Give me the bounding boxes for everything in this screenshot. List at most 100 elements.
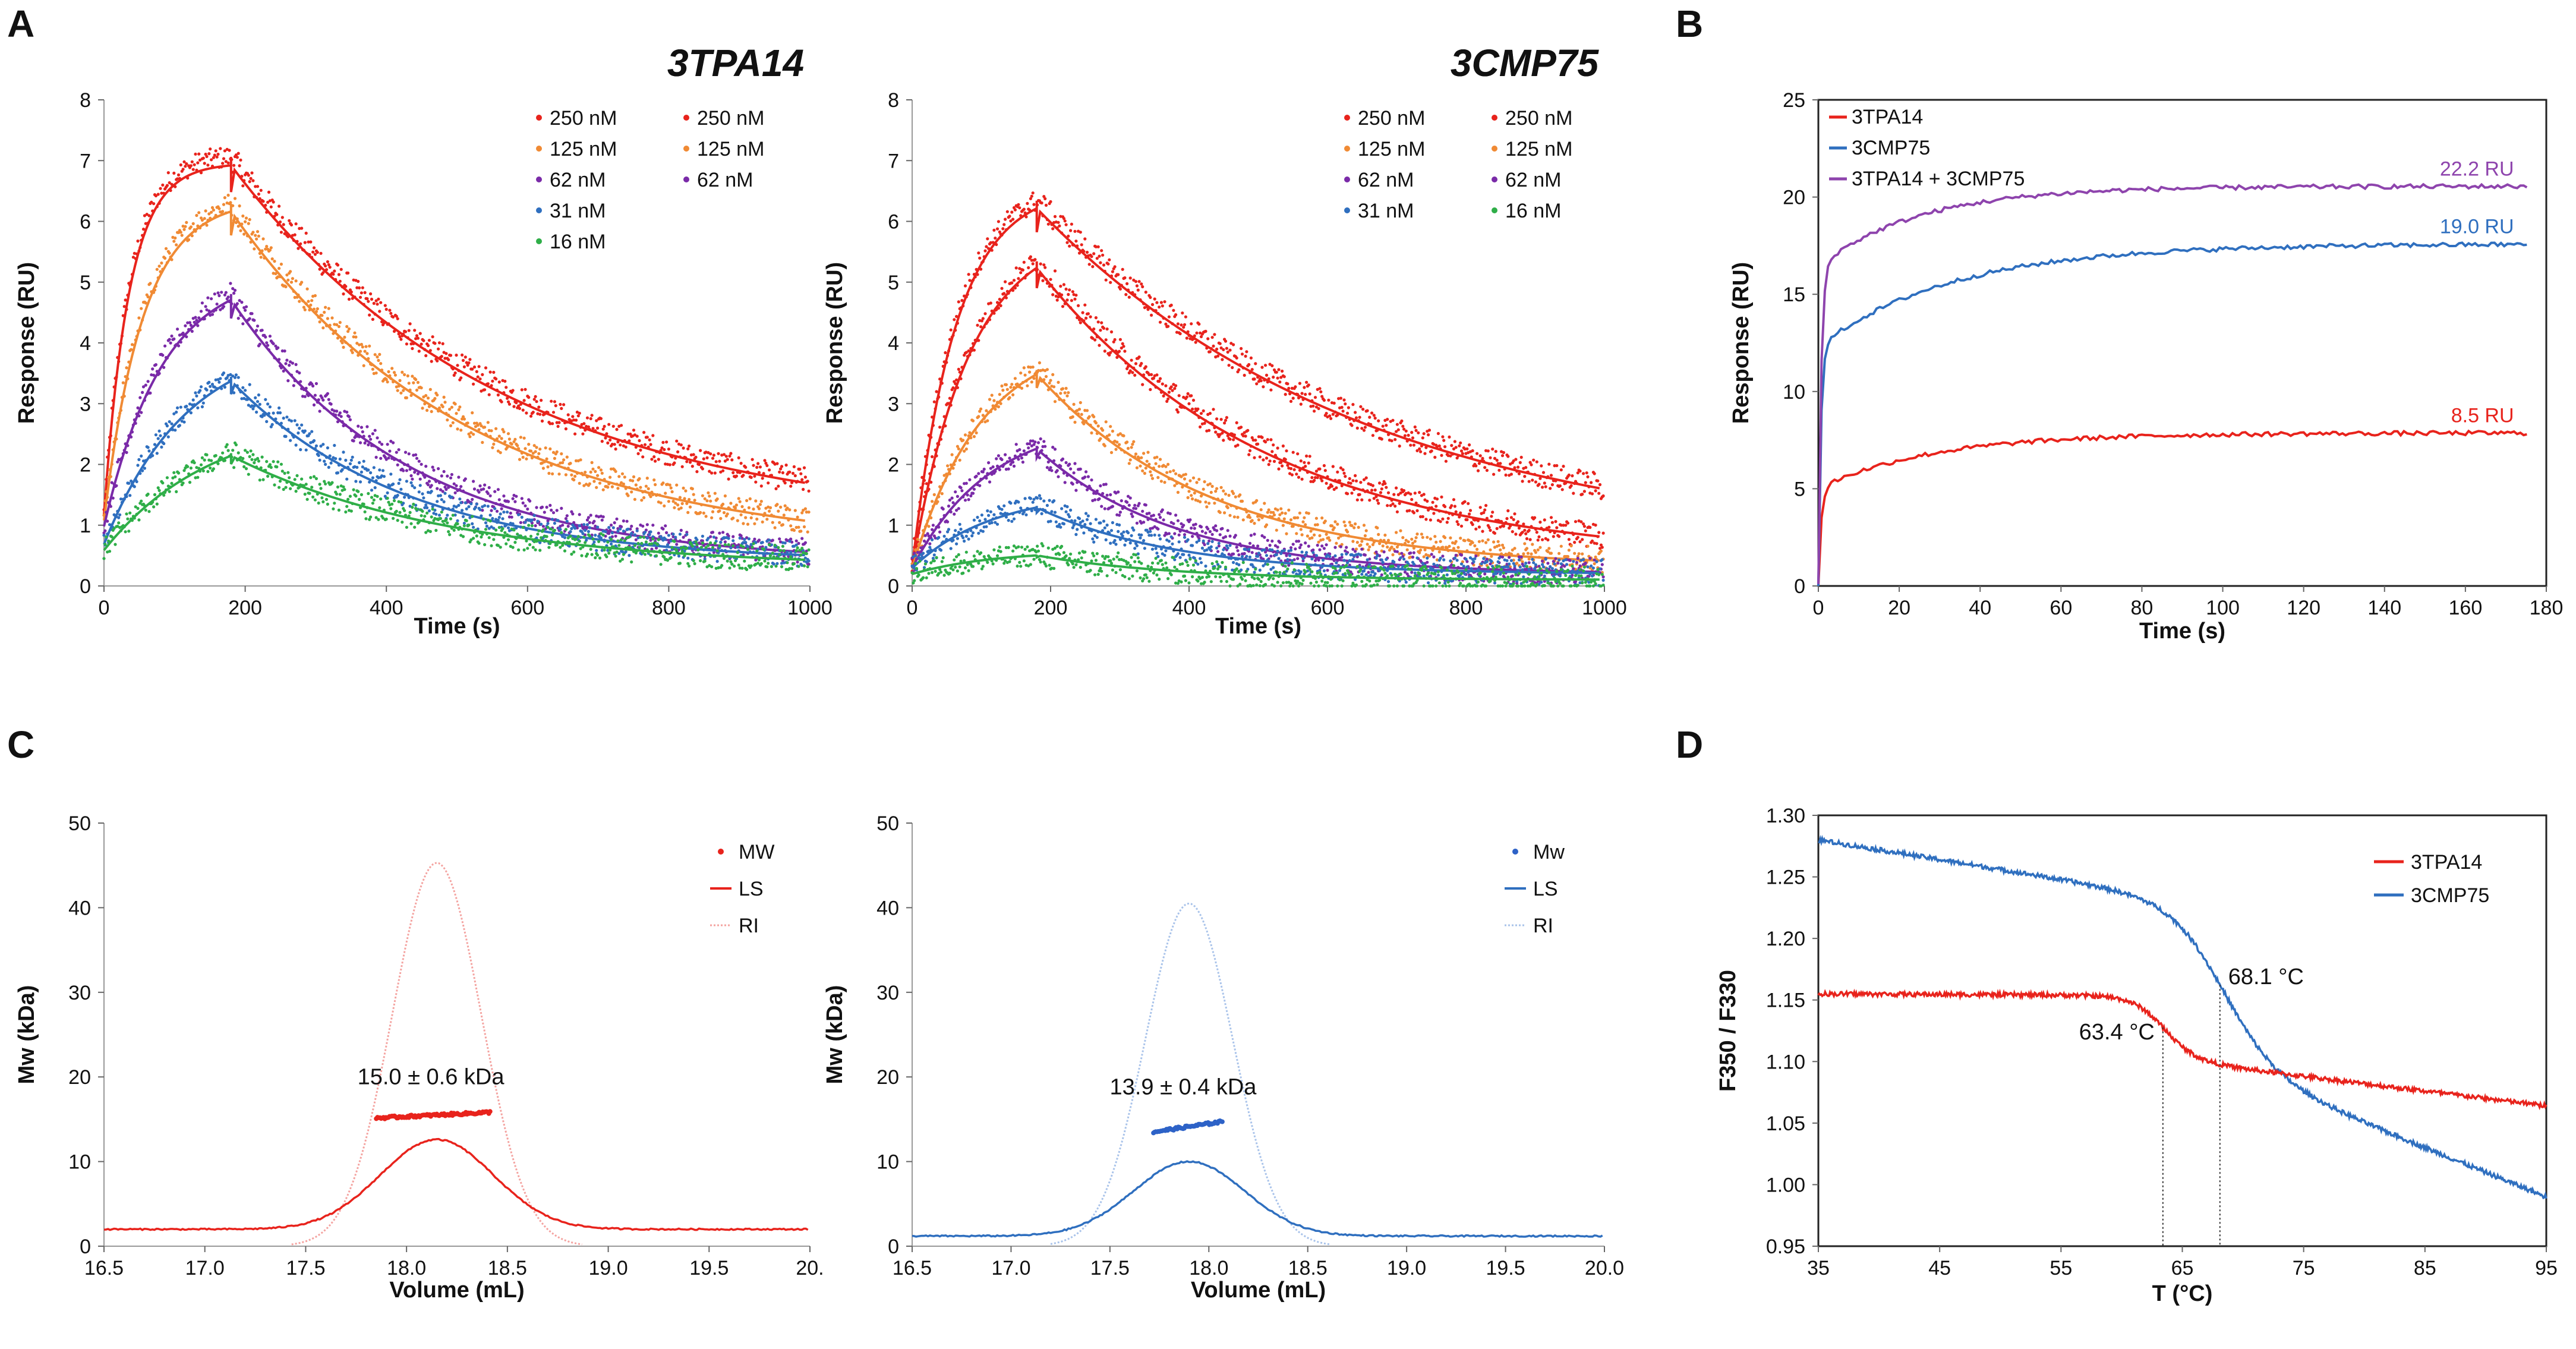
data-point bbox=[126, 517, 130, 521]
data-point bbox=[466, 421, 469, 425]
data-point bbox=[446, 521, 449, 525]
data-point bbox=[138, 396, 142, 399]
data-point bbox=[727, 543, 730, 547]
data-point bbox=[738, 536, 742, 540]
data-point bbox=[958, 458, 961, 462]
data-point bbox=[418, 477, 422, 481]
data-point bbox=[704, 515, 708, 518]
data-point bbox=[480, 424, 483, 428]
data-point bbox=[122, 305, 126, 308]
data-point bbox=[664, 524, 667, 528]
data-point bbox=[152, 373, 156, 377]
data-point bbox=[640, 499, 644, 502]
data-point bbox=[321, 271, 325, 275]
data-point bbox=[778, 470, 781, 474]
data-point bbox=[457, 408, 461, 412]
data-point bbox=[467, 361, 471, 365]
data-point bbox=[144, 383, 147, 387]
data-point bbox=[1169, 303, 1173, 307]
data-point bbox=[719, 540, 723, 544]
data-point bbox=[1530, 463, 1533, 467]
data-point bbox=[198, 389, 202, 392]
data-point bbox=[430, 484, 433, 487]
data-point bbox=[1126, 446, 1130, 450]
data-point bbox=[730, 458, 734, 462]
data-point bbox=[1061, 305, 1065, 308]
data-point bbox=[1080, 412, 1083, 417]
data-point bbox=[261, 478, 265, 481]
data-point bbox=[534, 450, 537, 453]
y-tick-label: 7 bbox=[888, 150, 899, 172]
legend-dot bbox=[683, 115, 689, 121]
data-point bbox=[377, 358, 380, 363]
data-point bbox=[676, 450, 680, 454]
data-point bbox=[950, 453, 954, 456]
data-point bbox=[478, 377, 482, 381]
data-point bbox=[321, 326, 325, 330]
data-point bbox=[1449, 454, 1452, 458]
data-point bbox=[591, 427, 595, 430]
data-point bbox=[416, 472, 420, 475]
data-point bbox=[1407, 540, 1410, 544]
data-point bbox=[713, 491, 717, 495]
data-point bbox=[1225, 346, 1228, 350]
data-point bbox=[113, 543, 117, 546]
data-point bbox=[1582, 490, 1586, 493]
data-point bbox=[299, 448, 302, 452]
data-point bbox=[136, 506, 140, 510]
data-point bbox=[622, 519, 625, 523]
data-point bbox=[1342, 398, 1346, 402]
data-point bbox=[1555, 464, 1559, 468]
data-point bbox=[1146, 308, 1150, 311]
data-point bbox=[689, 453, 693, 457]
data-point bbox=[411, 484, 414, 488]
data-point bbox=[1087, 263, 1091, 266]
data-point bbox=[1279, 376, 1283, 379]
data-point bbox=[345, 324, 349, 329]
data-point bbox=[418, 508, 422, 512]
data-point bbox=[1062, 283, 1065, 286]
data-point bbox=[442, 395, 446, 399]
data-point bbox=[995, 227, 999, 231]
data-point bbox=[171, 476, 175, 480]
data-point bbox=[645, 523, 649, 527]
data-point bbox=[729, 452, 733, 455]
data-point bbox=[1248, 449, 1252, 453]
data-point bbox=[241, 322, 245, 326]
data-point bbox=[606, 549, 610, 552]
data-point bbox=[386, 491, 389, 495]
data-point bbox=[1139, 464, 1142, 468]
data-point bbox=[388, 449, 392, 453]
data-point bbox=[327, 307, 330, 310]
data-point bbox=[975, 431, 978, 435]
data-point bbox=[428, 529, 432, 534]
legend-dot bbox=[536, 207, 542, 213]
data-point bbox=[436, 393, 439, 397]
data-point bbox=[483, 483, 487, 487]
data-point bbox=[553, 400, 557, 404]
data-point bbox=[710, 565, 714, 569]
data-point bbox=[1307, 512, 1310, 515]
data-point bbox=[1489, 528, 1492, 532]
data-point bbox=[1212, 408, 1215, 411]
data-point bbox=[471, 522, 474, 526]
data-point bbox=[1244, 434, 1247, 438]
data-point bbox=[1218, 433, 1222, 436]
data-point bbox=[654, 546, 658, 550]
data-point bbox=[172, 337, 176, 341]
data-point bbox=[564, 473, 568, 477]
data-point bbox=[1301, 520, 1305, 524]
data-point bbox=[425, 408, 429, 412]
data-point bbox=[343, 488, 346, 491]
data-point bbox=[149, 282, 152, 285]
data-point bbox=[1366, 543, 1369, 546]
data-point bbox=[185, 405, 188, 408]
data-point bbox=[314, 477, 319, 481]
data-point bbox=[705, 565, 709, 569]
data-point bbox=[1158, 465, 1161, 468]
data-point bbox=[210, 158, 213, 162]
data-point bbox=[1543, 518, 1546, 522]
data-point bbox=[1235, 356, 1238, 360]
data-point bbox=[1465, 447, 1469, 450]
data-point bbox=[272, 342, 275, 346]
